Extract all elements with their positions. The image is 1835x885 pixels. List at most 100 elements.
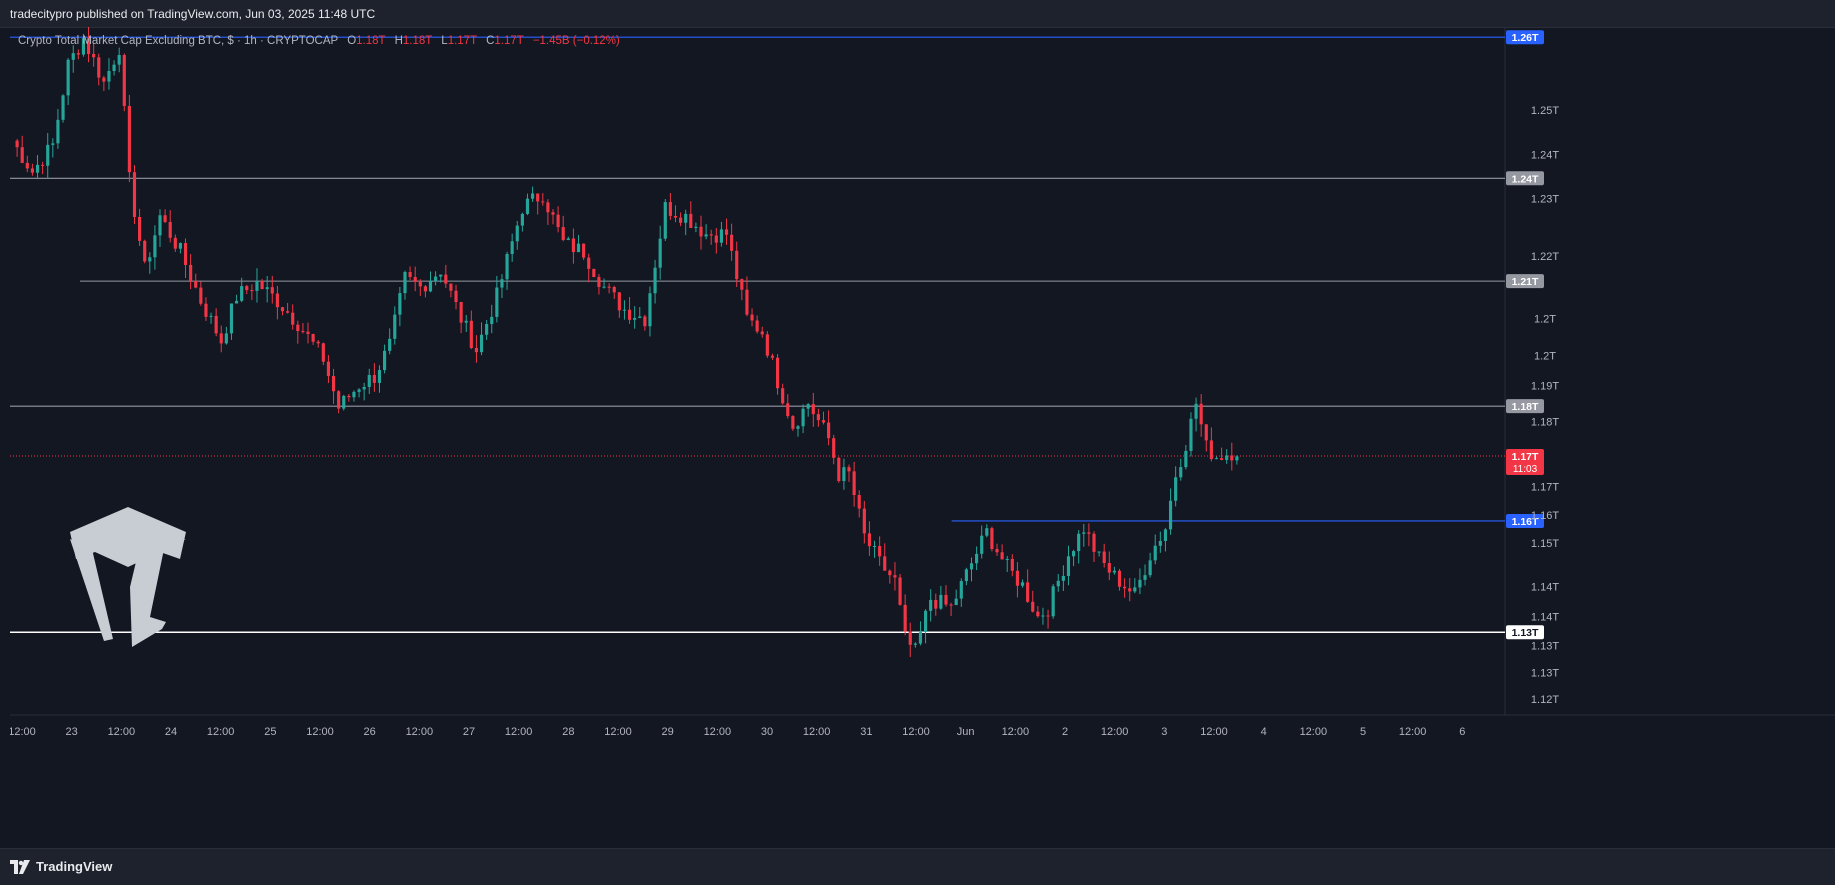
symbol-title: Crypto Total Market Cap Excluding BTC, $…	[18, 35, 338, 47]
candle-body	[847, 467, 851, 472]
candle-body	[602, 286, 606, 288]
candle-body	[199, 287, 203, 304]
candle-body	[929, 599, 933, 611]
candle-body	[811, 404, 815, 415]
candle-body	[439, 274, 443, 277]
candle-body	[816, 414, 820, 421]
level-price-tag	[1506, 399, 1544, 414]
candle-body	[515, 225, 519, 242]
candle-body	[551, 212, 555, 215]
candle-body	[689, 213, 693, 228]
close-value: 1.17T	[494, 35, 524, 47]
candle-body	[474, 348, 479, 353]
candle-body	[1056, 580, 1060, 587]
candle-body	[81, 38, 86, 55]
candle-body	[760, 331, 764, 335]
price-tick-label: 1.22T	[1531, 251, 1559, 263]
candle-body	[510, 241, 514, 255]
candle-body	[35, 164, 40, 173]
candle-body	[127, 105, 131, 173]
candle-body	[204, 303, 208, 317]
price-tick-label: 1.14T	[1531, 612, 1559, 624]
candle-body	[1092, 533, 1096, 552]
candle-body	[86, 38, 91, 54]
candle-body	[1051, 586, 1055, 617]
time-tick-label: 12:00	[406, 726, 434, 738]
candle-body	[954, 598, 958, 606]
candle-body	[786, 403, 790, 417]
level-price-label: 1.26T	[1512, 32, 1539, 44]
candle-body	[1036, 611, 1040, 617]
price-tick-label: 1.13T	[1531, 641, 1559, 653]
candle-body	[505, 254, 509, 280]
candle-body	[485, 323, 489, 335]
candle-body	[403, 272, 407, 294]
level-price-label: 1.24T	[1512, 173, 1539, 185]
candle-body	[408, 272, 412, 278]
candle-body	[1148, 560, 1152, 576]
candle-body	[1087, 532, 1091, 534]
candle-body	[862, 508, 866, 534]
time-tick-label: 12:00	[803, 726, 831, 738]
chart-area[interactable]: 1.26T 1.24T 1.21T 1.18T 1.16T 1.13T 1.17T 11:03…	[10, 27, 1835, 847]
candle-body	[51, 143, 55, 145]
candlestick-series	[15, 27, 1239, 658]
candle-body	[260, 281, 264, 290]
candle-body	[806, 404, 810, 409]
candle-body	[25, 162, 29, 169]
candle-body	[730, 234, 734, 251]
candle-body	[255, 281, 259, 291]
candle-body	[592, 268, 596, 277]
candle-body	[525, 198, 530, 214]
candle-body	[658, 238, 662, 268]
tradingview-brand: TradingView	[36, 859, 113, 874]
candle-body	[189, 264, 193, 281]
candle-body	[1179, 467, 1183, 478]
high-value: 1.18T	[402, 35, 433, 47]
candle-body	[316, 341, 320, 344]
candle-body	[306, 331, 310, 334]
price-tick-label: 1.15T	[1531, 538, 1559, 550]
current-price-label: 1.17T	[1512, 451, 1539, 463]
candle-body	[132, 172, 137, 217]
candle-body	[393, 314, 397, 339]
candle-body	[704, 234, 708, 237]
candle-body	[398, 293, 402, 315]
candle-body	[1026, 582, 1030, 602]
candle-body	[107, 70, 111, 82]
candle-body	[1158, 541, 1162, 546]
candle-body	[1133, 587, 1137, 592]
time-tick-label: 23	[66, 726, 78, 738]
price-chart[interactable]: 1.26T1.24T1.21T1.18T1.16T1.13T1.17T11:03…	[10, 27, 1835, 847]
level-price-tag	[1506, 513, 1544, 528]
candle-body	[209, 315, 213, 317]
candle-body	[985, 528, 989, 536]
candle-body	[20, 147, 24, 163]
candle-body	[1117, 570, 1122, 587]
candle-body	[1163, 529, 1168, 542]
candle-body	[964, 569, 968, 582]
tradingview-logo[interactable]: TradingView	[10, 859, 112, 874]
candle-body	[76, 53, 80, 55]
candle-body	[352, 391, 356, 398]
candle-body	[582, 243, 586, 258]
candle-body	[495, 287, 499, 317]
candle-body	[112, 64, 116, 71]
time-tick-label: 26	[364, 726, 376, 738]
candle-body	[469, 320, 473, 349]
candle-body	[434, 276, 438, 282]
publisher-bar: tradecitypro published on TradingView.co…	[0, 0, 1835, 28]
candle-body	[745, 289, 749, 315]
candle-body	[934, 599, 938, 609]
candle-body	[377, 370, 382, 383]
candle-body	[1138, 579, 1142, 588]
candle-body	[15, 140, 19, 148]
candle-body	[245, 286, 249, 291]
candle-body	[1112, 570, 1116, 573]
candle-body	[362, 386, 366, 390]
candle-body	[663, 202, 667, 239]
candle-body	[791, 416, 795, 429]
candle-body	[653, 267, 657, 294]
candle-body	[143, 240, 147, 262]
